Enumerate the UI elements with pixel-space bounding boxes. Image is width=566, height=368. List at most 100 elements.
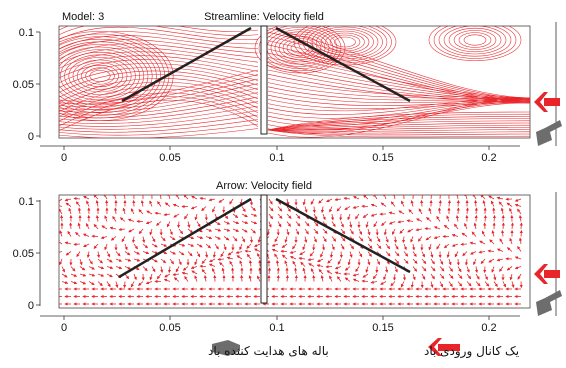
- velocity-arrow: [412, 273, 416, 281]
- velocity-arrow: [320, 206, 325, 214]
- arrow-title: Arrow: Velocity field: [216, 180, 312, 192]
- velocity-arrow: [391, 228, 396, 235]
- velocity-arrow: [77, 222, 81, 230]
- velocity-arrow: [194, 213, 198, 221]
- velocity-arrow: [142, 243, 149, 249]
- velocity-arrow: [142, 251, 150, 255]
- velocity-arrow: [376, 236, 381, 243]
- velocity-arrow: [167, 266, 172, 274]
- velocity-arrow: [340, 236, 346, 242]
- velocity-arrow: [433, 235, 441, 240]
- velocity-arrow: [249, 236, 254, 244]
- velocity-arrow: [376, 243, 382, 249]
- velocity-arrow: [183, 195, 189, 200]
- streamline: [89, 70, 111, 82]
- velocity-arrow: [267, 267, 271, 275]
- streamline: [59, 66, 259, 88]
- velocity-arrow: [59, 198, 63, 203]
- streamline: [59, 92, 259, 122]
- y-tick-bottom-0.1: 0.1: [19, 196, 34, 208]
- velocity-arrow: [231, 267, 235, 275]
- streamline: [59, 101, 259, 122]
- velocity-arrow: [394, 251, 400, 257]
- velocity-arrow: [517, 208, 522, 215]
- streamline: [59, 69, 259, 102]
- streamline: [72, 59, 128, 93]
- velocity-arrow: [352, 205, 360, 209]
- velocity-arrow: [466, 266, 470, 273]
- velocity-arrow: [316, 264, 324, 268]
- streamline: [448, 27, 502, 53]
- velocity-arrow: [430, 281, 434, 288]
- velocity-arrow: [100, 235, 108, 240]
- velocity-arrow: [518, 237, 523, 245]
- streamline: [270, 31, 330, 65]
- left-guide-vane: [121, 26, 252, 103]
- velocity-arrow: [156, 221, 162, 226]
- velocity-arrow: [284, 236, 288, 243]
- velocity-arrow: [448, 258, 452, 266]
- velocity-arrow: [119, 217, 126, 222]
- velocity-arrow: [499, 238, 504, 245]
- velocity-arrow: [97, 273, 105, 277]
- streamline: [59, 47, 259, 64]
- velocity-arrow: [481, 230, 486, 237]
- streamline: [316, 28, 374, 56]
- velocity-arrow: [172, 203, 180, 207]
- velocity-arrow: [219, 262, 225, 267]
- streamline: [59, 49, 145, 103]
- velocity-arrow: [430, 251, 434, 258]
- velocity-arrow: [491, 266, 495, 273]
- velocity-arrow: [83, 243, 90, 248]
- y-tick-top-0: 0: [28, 131, 34, 143]
- velocity-arrow: [446, 215, 450, 222]
- velocity-arrow: [268, 221, 272, 228]
- velocity-arrow: [239, 243, 243, 251]
- velocity-arrow: [122, 207, 126, 215]
- left-guide-vane-bottom: [118, 197, 252, 279]
- velocity-arrow: [330, 213, 335, 221]
- velocity-arrow: [383, 195, 387, 200]
- velocity-arrow: [302, 198, 306, 206]
- velocity-arrow: [246, 253, 252, 260]
- velocity-arrow: [428, 243, 432, 251]
- velocity-arrow: [337, 258, 342, 265]
- streamline: [59, 92, 259, 116]
- velocity-arrow: [483, 214, 487, 222]
- velocity-arrow: [376, 258, 380, 266]
- velocity-arrow: [75, 201, 81, 207]
- velocity-arrow: [367, 251, 372, 257]
- velocity-arrow: [133, 273, 137, 281]
- velocity-arrow: [151, 251, 159, 255]
- velocity-arrow: [70, 273, 78, 277]
- velocity-arrow: [205, 236, 213, 240]
- velocity-arrow: [412, 258, 418, 264]
- velocity-arrow: [103, 195, 108, 200]
- velocity-arrow: [326, 198, 333, 203]
- streamline: [59, 63, 259, 84]
- velocity-arrow: [268, 198, 273, 205]
- velocity-arrow: [130, 208, 135, 215]
- velocity-arrow: [178, 258, 182, 266]
- velocity-arrow: [127, 218, 135, 222]
- velocity-arrow: [82, 233, 90, 237]
- velocity-arrow: [277, 213, 283, 219]
- y-tick-bottom-0: 0: [28, 300, 34, 312]
- velocity-arrow: [227, 251, 234, 256]
- velocity-arrow: [76, 251, 81, 258]
- velocity-arrow: [349, 221, 353, 228]
- velocity-arrow: [106, 266, 114, 270]
- streamline: [59, 31, 259, 45]
- velocity-arrow: [268, 213, 274, 220]
- velocity-arrow: [385, 236, 389, 243]
- velocity-arrow: [388, 221, 396, 225]
- velocity-arrow: [322, 228, 328, 234]
- streamline-title: Streamline: Velocity field: [204, 11, 324, 23]
- velocity-arrow: [246, 243, 252, 249]
- velocity-arrow: [289, 256, 297, 260]
- velocity-arrow: [151, 243, 158, 248]
- streamline-panel: Model: 3 Streamline: Velocity field 0.1 …: [13, 11, 562, 164]
- velocity-arrow: [68, 207, 72, 215]
- velocity-arrow: [184, 275, 189, 282]
- velocity-arrow: [221, 267, 225, 275]
